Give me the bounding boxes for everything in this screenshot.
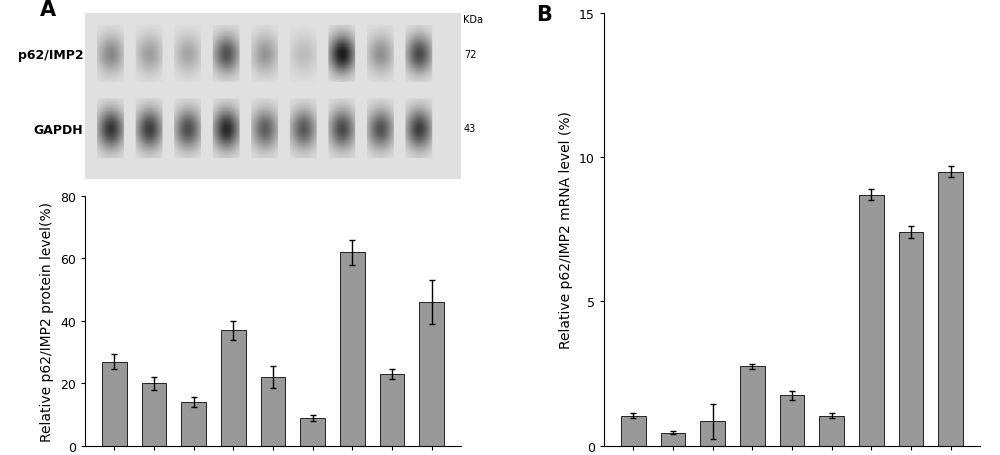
Y-axis label: Relative p62/IMP2 mRNA level (%): Relative p62/IMP2 mRNA level (%) — [559, 111, 573, 349]
Bar — [819, 416, 844, 446]
Bar — [142, 384, 166, 446]
Bar — [938, 172, 963, 446]
Y-axis label: Relative p62/IMP2 protein level(%): Relative p62/IMP2 protein level(%) — [40, 202, 54, 441]
Text: 43: 43 — [464, 123, 476, 133]
Bar — [181, 402, 206, 446]
Bar — [380, 374, 404, 446]
Bar — [102, 362, 127, 446]
Text: 72: 72 — [464, 50, 476, 60]
Text: B: B — [536, 5, 552, 25]
Bar — [261, 377, 285, 446]
Text: A: A — [40, 0, 56, 20]
Bar — [780, 395, 804, 446]
Bar — [340, 253, 365, 446]
Bar — [661, 433, 685, 446]
Text: p62/IMP2: p62/IMP2 — [18, 49, 83, 62]
Bar — [740, 367, 765, 446]
Text: KDa: KDa — [463, 15, 483, 25]
Bar — [899, 233, 923, 446]
Bar — [859, 195, 884, 446]
Bar — [621, 416, 646, 446]
Text: GAPDH: GAPDH — [34, 124, 83, 136]
Bar — [221, 331, 246, 446]
Bar — [700, 421, 725, 446]
Bar — [419, 303, 444, 446]
Bar — [300, 418, 325, 446]
